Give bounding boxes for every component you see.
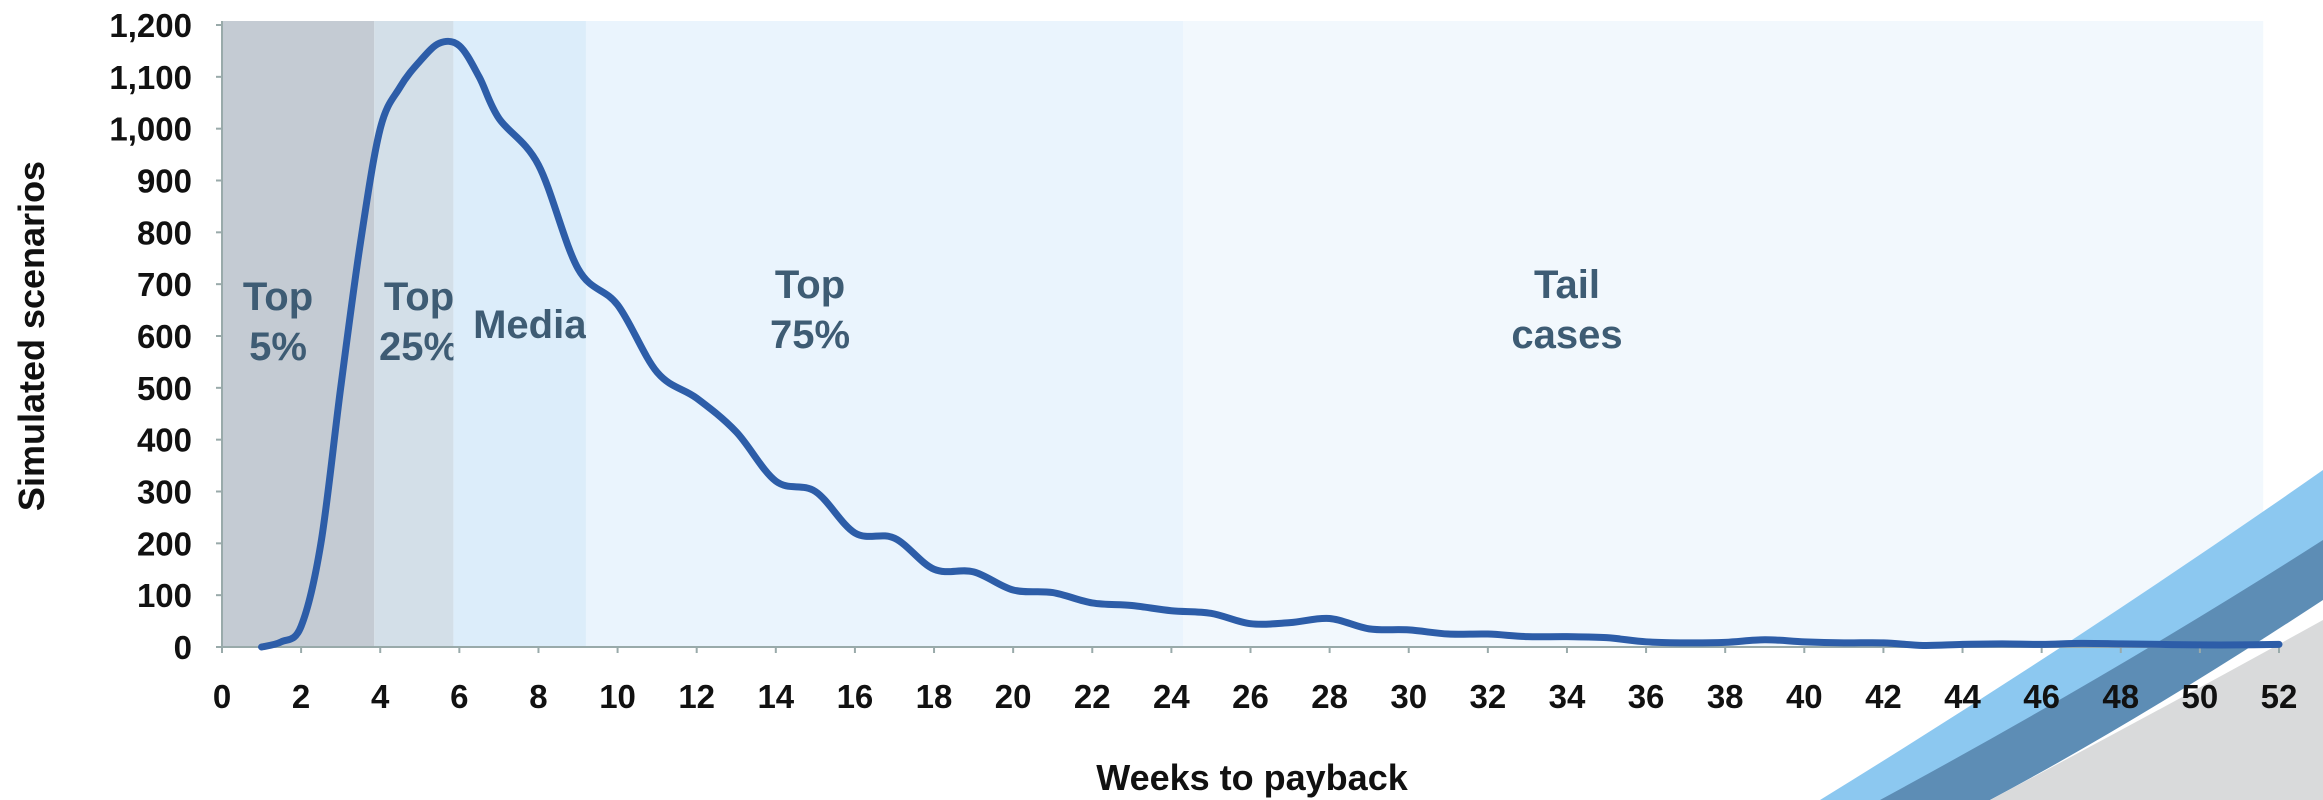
y-tick-label: 1,000 — [109, 111, 192, 148]
region-label-line: 75% — [770, 313, 850, 357]
chart: Top5%Top25%MedianTop75%Tailcases 0100200… — [0, 0, 2323, 800]
y-tick-label: 500 — [137, 370, 192, 407]
y-tick-label: 1,100 — [109, 59, 192, 96]
y-tick-label: 400 — [137, 422, 192, 459]
x-tick-label: 42 — [1865, 678, 1902, 715]
x-tick-label: 8 — [529, 678, 547, 715]
x-tick-label: 48 — [2102, 678, 2139, 715]
x-tick-label: 32 — [1469, 678, 1506, 715]
x-axis-title: Weeks to payback — [1096, 757, 1408, 798]
region — [586, 21, 1183, 647]
y-axis-title: Simulated scenarios — [11, 161, 52, 511]
x-tick-label: 34 — [1549, 678, 1586, 715]
x-tick-label: 18 — [916, 678, 953, 715]
x-tick-label: 20 — [995, 678, 1032, 715]
x-tick-label: 26 — [1232, 678, 1269, 715]
region-label-line: Top — [775, 263, 845, 307]
y-tick-label: 900 — [137, 163, 192, 200]
x-tick-label: 12 — [678, 678, 715, 715]
x-tick-label: 6 — [450, 678, 468, 715]
x-tick-label: 2 — [292, 678, 310, 715]
region-label-line: 25% — [379, 325, 459, 369]
region-label-line: Tail — [1534, 263, 1600, 307]
x-tick-label: 16 — [837, 678, 874, 715]
x-tick-label: 52 — [2261, 678, 2298, 715]
region-label-line: cases — [1511, 313, 1622, 357]
region-label-line: 5% — [249, 325, 307, 369]
y-tick-label: 1,200 — [109, 7, 192, 44]
x-tick-label: 30 — [1390, 678, 1427, 715]
region-label-line: Top — [384, 275, 454, 319]
x-tick-label: 46 — [2023, 678, 2060, 715]
y-tick-label: 800 — [137, 214, 192, 251]
page: Top5%Top25%MedianTop75%Tailcases 0100200… — [0, 0, 2323, 800]
y-tick-label: 300 — [137, 474, 192, 511]
x-tick-label: 36 — [1628, 678, 1665, 715]
x-tick-label: 0 — [213, 678, 231, 715]
x-tick-label: 14 — [757, 678, 794, 715]
x-tick-label: 40 — [1786, 678, 1823, 715]
y-tick-label: 700 — [137, 266, 192, 303]
region-label-line: Top — [243, 275, 313, 319]
x-tick-label: 38 — [1707, 678, 1744, 715]
x-tick-label: 24 — [1153, 678, 1190, 715]
x-tick-label: 44 — [1944, 678, 1981, 715]
x-tick-label: 22 — [1074, 678, 1111, 715]
x-tick-label: 4 — [371, 678, 390, 715]
x-tick-label: 28 — [1311, 678, 1348, 715]
y-tick-label: 600 — [137, 318, 192, 355]
region — [1183, 21, 2263, 647]
y-tick-label: 200 — [137, 525, 192, 562]
y-tick-label: 100 — [137, 577, 192, 614]
y-tick-label: 0 — [174, 629, 192, 666]
x-tick-label: 50 — [2182, 678, 2219, 715]
x-tick-label: 10 — [599, 678, 636, 715]
